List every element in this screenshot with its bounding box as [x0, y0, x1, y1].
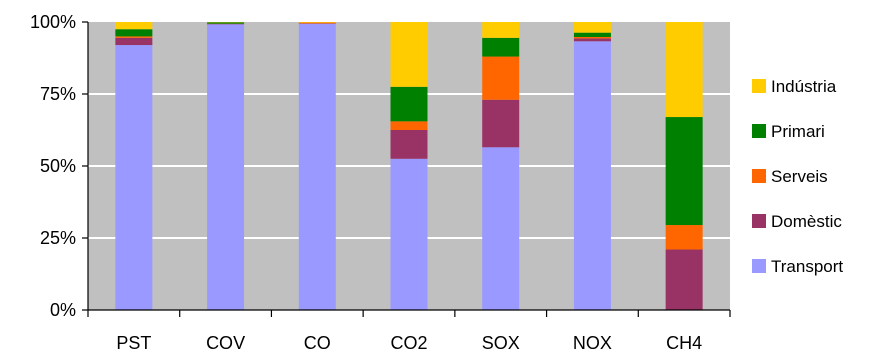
y-tick-label: 25%: [40, 228, 76, 248]
legend-label: Transport: [771, 257, 843, 276]
bar-segment-pst-transport: [115, 45, 153, 310]
x-tick-label: CH4: [666, 333, 702, 353]
y-axis-tick-labels: 0% 25% 50% 75% 100%: [30, 12, 76, 320]
y-tick-label: 0%: [50, 300, 76, 320]
legend-swatch: [752, 79, 766, 93]
legend-label: Domèstic: [771, 212, 842, 231]
bar-segment-sox-serveis: [482, 56, 520, 100]
x-tick-label: CO2: [390, 333, 427, 353]
bar-segment-ch4-serveis: [665, 225, 703, 250]
bar-segment-sox-transport: [482, 147, 520, 310]
bar-segment-sox-domestic: [482, 99, 520, 148]
axes: [82, 21, 731, 317]
bar-segment-co2-primari: [390, 86, 428, 122]
x-axis-tick-labels: PST COV CO CO2 SOX NOX CH4: [116, 333, 702, 353]
bar-segment-nox-transport: [573, 41, 611, 311]
legend-label: Serveis: [771, 167, 828, 186]
bar-segment-cov-primari: [207, 22, 245, 24]
bar-segment-nox-serveis: [573, 36, 611, 39]
legend-item: Indústria: [752, 77, 837, 96]
legend-item: Domèstic: [752, 212, 842, 231]
bar-segment-pst-serveis: [115, 36, 153, 38]
bar-segment-ch4-domestic: [665, 249, 703, 310]
legend-item: Transport: [752, 257, 843, 276]
y-tick-label: 75%: [40, 84, 76, 104]
bar-segment-co2-serveis: [390, 121, 428, 130]
y-tick-label: 50%: [40, 156, 76, 176]
bar-segment-co2-domestic: [390, 130, 428, 159]
bar-segment-nox-industria: [573, 22, 611, 33]
y-tick-label: 100%: [30, 12, 76, 32]
legend-swatch: [752, 169, 766, 183]
legend-swatch: [752, 259, 766, 273]
bar-segment-nox-primari: [573, 32, 611, 37]
bar-segment-co2-transport: [390, 158, 428, 310]
bar-segment-nox-domestic: [573, 38, 611, 42]
x-tick-label: CO: [304, 333, 331, 353]
bar-segment-pst-domestic: [115, 37, 153, 46]
x-tick-label: PST: [116, 333, 151, 353]
legend-swatch: [752, 124, 766, 138]
bar-segment-pst-primari: [115, 29, 153, 37]
bar-segment-co-transport: [298, 23, 336, 311]
x-tick-label: COV: [206, 333, 245, 353]
legend-item: Serveis: [752, 167, 828, 186]
legend-item: Primari: [752, 122, 825, 141]
legend-swatch: [752, 214, 766, 228]
bars: [115, 22, 703, 311]
bar-segment-sox-industria: [482, 22, 520, 38]
x-tick-label: NOX: [573, 333, 612, 353]
bar-segment-co-industria: [298, 22, 336, 23]
bar-segment-sox-primari: [482, 37, 520, 57]
bar-segment-co-serveis: [298, 22, 336, 24]
bar-segment-ch4-primari: [665, 117, 703, 226]
legend-label: Primari: [771, 122, 825, 141]
bar-segment-ch4-industria: [665, 22, 703, 118]
bar-segment-cov-transport: [207, 24, 245, 311]
x-tick-label: SOX: [482, 333, 520, 353]
bar-segment-co2-industria: [390, 22, 428, 87]
legend-label: Indústria: [771, 77, 837, 96]
legend: Indústria Primari Serveis Domèstic Transport: [752, 77, 843, 276]
bar-segment-pst-industria: [115, 22, 153, 30]
